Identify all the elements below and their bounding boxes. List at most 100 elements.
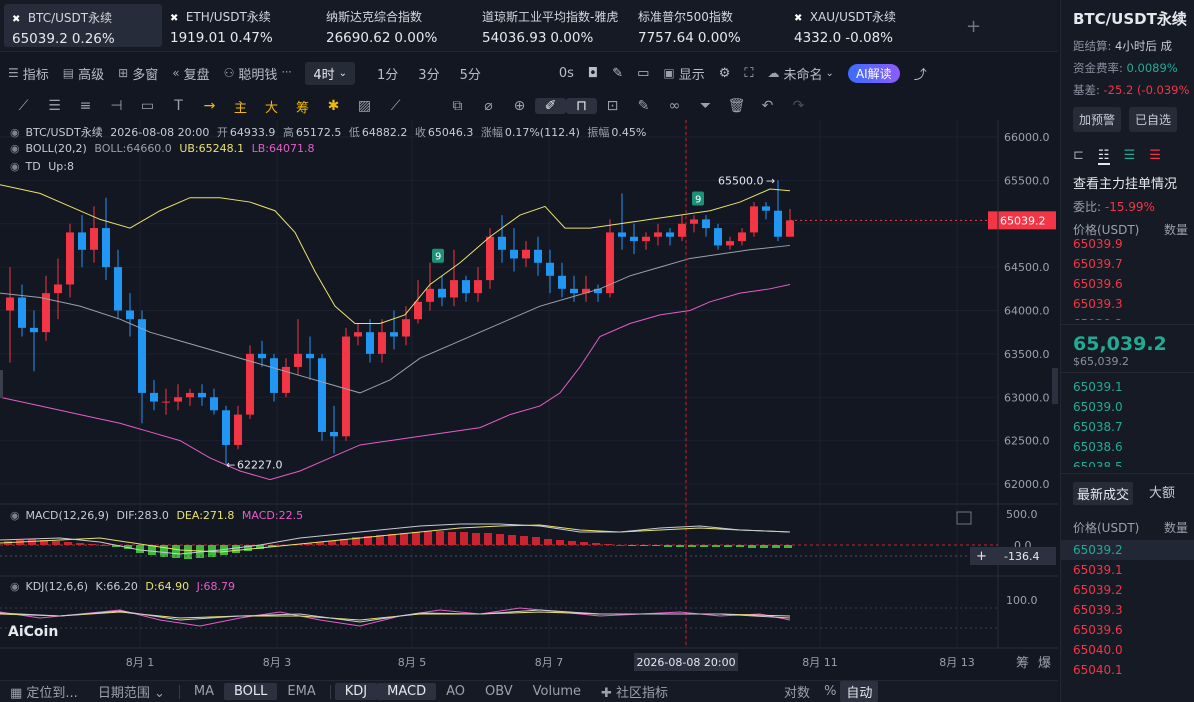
timeframe-1m[interactable]: 1分: [377, 67, 399, 83]
pencil-icon[interactable]: ✎: [612, 65, 624, 81]
large-order-button[interactable]: 大: [264, 100, 278, 116]
trade-row[interactable]: 65039.2: [1061, 540, 1194, 560]
smart-money-button[interactable]: ⚇ 聪明钱 ᐧᐧᐧ: [223, 65, 292, 83]
eye-icon[interactable]: ◉: [10, 126, 20, 139]
seconds-button[interactable]: 0s: [558, 65, 574, 81]
parallel-lines-icon[interactable]: ☰: [48, 98, 61, 114]
rectangle-icon[interactable]: ▭: [140, 98, 155, 114]
settings-gear-icon[interactable]: ⚙: [718, 65, 731, 81]
tab-large-trades[interactable]: 大额: [1149, 486, 1176, 501]
advanced-button[interactable]: ▤ 高级: [62, 66, 105, 83]
ai-interpret-button[interactable]: AI解读: [847, 63, 900, 83]
layout-name-select[interactable]: ☁ 未命名 ⌄: [767, 66, 834, 83]
zoom-in-icon[interactable]: ⊕: [513, 98, 526, 114]
orderbook-row[interactable]: 65038.5: [1073, 460, 1123, 467]
redo-icon[interactable]: ↷: [792, 98, 805, 114]
log-scale-toggle[interactable]: 对数: [784, 686, 811, 701]
orderbook-row[interactable]: 65038.7: [1073, 420, 1123, 434]
indicator-volume[interactable]: Volume: [532, 684, 581, 699]
main-force-button[interactable]: 主: [233, 100, 247, 116]
slash-tool-icon[interactable]: ⟋: [390, 98, 401, 114]
timeframe-5m[interactable]: 5分: [459, 67, 481, 83]
eye-icon[interactable]: ◉: [10, 580, 20, 593]
indicator-ema[interactable]: EMA: [287, 684, 316, 699]
trash-icon[interactable]: 🗑: [727, 98, 746, 114]
indicator-macd[interactable]: MACD: [377, 683, 437, 700]
orderbook-row[interactable]: 65039.0: [1073, 400, 1123, 414]
filter-icon[interactable]: ⏷: [699, 98, 712, 114]
ticker-tab[interactable]: 标准普尔500指数 7757.64 0.00%: [630, 0, 786, 51]
chart-tool-icon[interactable]: ✱: [327, 98, 340, 114]
ticker-tab[interactable]: ✖ XAU/USDT永续 4332.0 -0.08%: [786, 0, 942, 51]
eye-icon[interactable]: ◉: [10, 142, 20, 155]
eye-icon[interactable]: ◉: [10, 160, 20, 173]
date-range-button[interactable]: 日期范围 ⌄: [97, 686, 165, 701]
orderbook-row[interactable]: 65039.1: [1073, 380, 1123, 394]
orderbook-row[interactable]: 65039.2: [1061, 314, 1194, 320]
trade-row[interactable]: 65039.1: [1073, 563, 1123, 577]
locate-button[interactable]: ▦ 定位到...: [10, 686, 78, 701]
orderbook-bids-icon[interactable]: ☰: [1149, 148, 1161, 163]
indicator-ao[interactable]: AO: [446, 684, 465, 699]
lock-icon[interactable]: ⊡: [606, 98, 619, 114]
magnet-icon[interactable]: ⊓: [566, 98, 597, 114]
layout-icon[interactable]: ▭: [637, 65, 650, 81]
trade-row[interactable]: 65039.6: [1073, 623, 1123, 637]
indicator-obv[interactable]: OBV: [484, 684, 513, 699]
orderbook-header: 价格(USDT) 数量: [1073, 223, 1188, 237]
text-tool-icon[interactable]: T: [174, 98, 183, 114]
display-button[interactable]: ▣ 显示: [663, 66, 705, 83]
add-alert-button[interactable]: 加预警: [1073, 107, 1122, 132]
orderbook-row[interactable]: 65039.6: [1073, 277, 1123, 291]
orderbook-row[interactable]: 65038.6: [1073, 440, 1123, 454]
ticker-tab[interactable]: 道琼斯工业平均指数-雅虎 54036.93 0.00%: [474, 0, 630, 51]
community-indicators-button[interactable]: ✚ 社区指标: [601, 686, 669, 701]
orderbook-row[interactable]: 65039.9: [1073, 237, 1123, 251]
ruler-icon[interactable]: ⌀: [484, 98, 493, 114]
favorited-button[interactable]: 已自选: [1129, 107, 1178, 132]
macd-histogram-bar: [328, 541, 336, 545]
horizontal-ray-icon[interactable]: ⊣: [110, 98, 123, 114]
trade-row[interactable]: 65039.2: [1073, 583, 1123, 597]
timeframe-3m[interactable]: 3分: [418, 67, 440, 83]
main-orders-link[interactable]: 查看主力挂单情况: [1073, 177, 1178, 192]
orderbook-both-icon[interactable]: ☷: [1097, 148, 1110, 165]
share-icon[interactable]: ⤴: [913, 67, 927, 83]
camera-icon[interactable]: ◘: [587, 65, 599, 81]
undo-icon[interactable]: ↶: [761, 98, 774, 114]
fullscreen-icon[interactable]: ⛶: [744, 65, 754, 81]
auto-scale-toggle[interactable]: 自动: [840, 681, 879, 702]
trade-row[interactable]: 65039.3: [1073, 603, 1123, 617]
add-tab-icon[interactable]: +: [966, 16, 982, 37]
chips-button[interactable]: 筹: [295, 100, 309, 116]
brush-icon[interactable]: ✐: [535, 98, 566, 114]
indicators-button[interactable]: ☰ 指标: [8, 66, 49, 83]
indicator-boll[interactable]: BOLL: [223, 683, 278, 700]
edit-icon[interactable]: ✎: [637, 98, 650, 114]
price-chart[interactable]: 66000.065500.065000.064500.064000.063500…: [0, 120, 1058, 680]
orderbook-row[interactable]: 65039.7: [1073, 257, 1123, 271]
ticker-tab[interactable]: ✖ ETH/USDT永续 1919.01 0.47%: [162, 0, 318, 51]
tab-latest-trades[interactable]: 最新成交: [1073, 482, 1134, 505]
indicator-kdj[interactable]: KDJ: [334, 683, 378, 700]
trade-row[interactable]: 65040.0: [1073, 643, 1123, 657]
orderbook-asks-icon[interactable]: ☰: [1123, 148, 1136, 163]
ticker-tab[interactable]: 纳斯达克综合指数 26690.62 0.00%: [318, 0, 474, 51]
arrow-tool-icon[interactable]: →: [203, 98, 216, 114]
replay-button[interactable]: «复盘: [172, 66, 210, 83]
link-icon[interactable]: ∞: [668, 98, 681, 114]
image-tool-icon[interactable]: ▨: [357, 98, 372, 114]
horizontal-lines-icon[interactable]: ≡: [79, 98, 92, 114]
eye-icon[interactable]: ◉: [10, 509, 20, 522]
orderbook-row[interactable]: 65039.3: [1073, 297, 1123, 311]
multi-window-button[interactable]: ⊞ 多窗: [118, 66, 159, 83]
indicator-ma[interactable]: MA: [193, 684, 214, 699]
bookmark-icon[interactable]: ⊏: [1073, 148, 1084, 163]
percent-scale-toggle[interactable]: %: [824, 684, 837, 699]
trade-row[interactable]: 65040.1: [1073, 663, 1123, 677]
ticker-tab[interactable]: ✖ BTC/USDT永续 65039.2 0.26%: [4, 4, 162, 47]
timeframe-select[interactable]: 4时 ⌄: [305, 61, 356, 85]
copy-icon[interactable]: ⧉: [452, 98, 463, 114]
trend-line-icon[interactable]: ⟋: [18, 98, 29, 114]
chart-canvas[interactable]: 66000.065500.065000.064500.064000.063500…: [0, 120, 1058, 680]
